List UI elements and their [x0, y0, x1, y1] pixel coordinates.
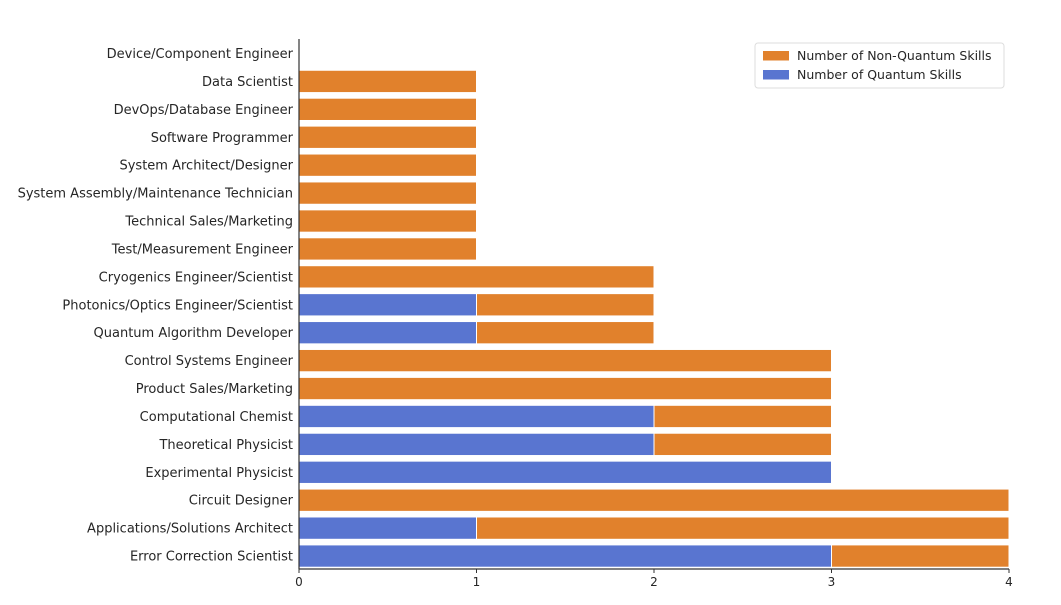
- y-tick-label: Control Systems Engineer: [125, 354, 294, 369]
- legend-label: Number of Quantum Skills: [797, 67, 962, 82]
- bar-non-quantum-skills: [298, 209, 477, 233]
- bar-non-quantum-skills: [298, 265, 655, 289]
- x-tick-label: 0: [295, 575, 303, 589]
- bar-non-quantum-skills: [476, 516, 1010, 540]
- bars-group: [298, 69, 1010, 568]
- y-tick-label: System Architect/Designer: [119, 159, 293, 174]
- y-tick-label: Data Scientist: [202, 75, 293, 90]
- legend-swatch: [763, 51, 789, 61]
- bar-non-quantum-skills: [476, 293, 655, 317]
- bar-non-quantum-skills: [298, 153, 477, 177]
- x-axis-ticks: 0 1 2 3 4: [295, 569, 1013, 589]
- bar-non-quantum-skills: [298, 237, 477, 261]
- bar-non-quantum-skills: [298, 97, 477, 121]
- bar-non-quantum-skills: [298, 376, 832, 401]
- bar-quantum-skills: [298, 404, 655, 429]
- bar-quantum-skills: [298, 293, 477, 317]
- bar-quantum-skills: [298, 321, 477, 345]
- y-tick-label: Applications/Solutions Architect: [87, 522, 293, 537]
- bar-non-quantum-skills: [831, 544, 1010, 568]
- y-tick-label: Error Correction Scientist: [130, 550, 293, 565]
- y-tick-label: Test/Measurement Engineer: [111, 242, 294, 257]
- legend-frame: [754, 42, 1005, 89]
- y-tick-label: Product Sales/Marketing: [136, 382, 293, 397]
- y-tick-label: Circuit Designer: [189, 494, 294, 509]
- y-tick-label: System Assembly/Maintenance Technician: [18, 187, 293, 202]
- legend: Number of Non-Quantum Skills Number of Qu…: [754, 42, 1005, 89]
- y-tick-label: Computational Chemist: [140, 410, 293, 425]
- bar-non-quantum-skills: [298, 488, 1010, 512]
- x-tick-label: 2: [650, 575, 658, 589]
- x-tick-label: 1: [473, 575, 481, 589]
- y-tick-label: Photonics/Optics Engineer/Scientist: [62, 298, 293, 313]
- legend-swatch: [763, 70, 789, 80]
- legend-label: Number of Non-Quantum Skills: [797, 48, 992, 63]
- bar-non-quantum-skills: [298, 181, 477, 205]
- y-tick-label: Software Programmer: [151, 131, 294, 146]
- y-tick-label: Technical Sales/Marketing: [124, 215, 293, 230]
- y-tick-label: Device/Component Engineer: [107, 47, 294, 62]
- y-tick-label: Quantum Algorithm Developer: [94, 326, 294, 341]
- y-tick-label: Theoretical Physicist: [158, 438, 293, 453]
- x-tick-label: 3: [828, 575, 836, 589]
- bar-non-quantum-skills: [476, 321, 655, 345]
- bar-quantum-skills: [298, 544, 832, 568]
- bar-non-quantum-skills: [298, 348, 832, 373]
- bar-non-quantum-skills: [653, 404, 832, 429]
- bar-quantum-skills: [298, 516, 477, 540]
- y-axis-labels: Device/Component Engineer Data Scientist D…: [18, 47, 294, 565]
- bar-non-quantum-skills: [298, 125, 477, 149]
- bar-non-quantum-skills: [298, 69, 477, 94]
- y-tick-label: Experimental Physicist: [145, 466, 293, 481]
- bar-quantum-skills: [298, 460, 832, 484]
- y-tick-label: DevOps/Database Engineer: [114, 103, 294, 118]
- bar-quantum-skills: [298, 432, 655, 457]
- bar-non-quantum-skills: [653, 432, 832, 457]
- y-tick-label: Cryogenics Engineer/Scientist: [99, 270, 293, 285]
- x-tick-label: 4: [1005, 575, 1013, 589]
